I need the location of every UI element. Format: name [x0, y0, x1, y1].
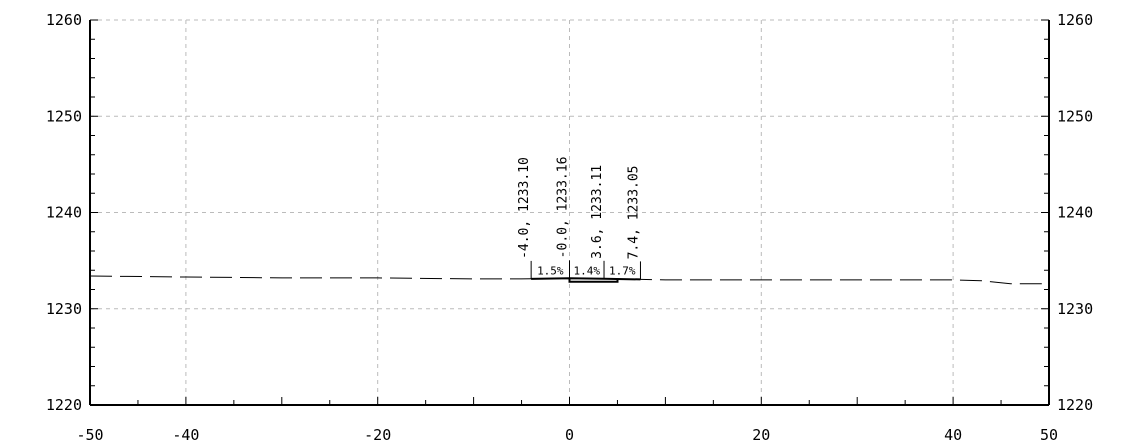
series-line-2: [568, 278, 619, 283]
point-label: 3.6, 1233.11: [590, 165, 605, 259]
y-tick-label-right: 1230: [1057, 300, 1093, 318]
series-group: [89, 275, 1049, 285]
x-tick-label: -50: [76, 426, 103, 444]
x-tick-label: 40: [944, 426, 962, 444]
slope-label: 1.4%: [574, 264, 601, 277]
y-tick-label-left: 1250: [46, 107, 82, 125]
y-tick-label-left: 1240: [46, 204, 82, 222]
x-tick-label: 0: [565, 426, 574, 444]
grid: [90, 19, 1049, 405]
labels-group: -4.0, 1233.10 -0.0, 1233.16 3.6, 1233.11 7.…: [517, 157, 641, 280]
point-label: 7.4, 1233.05: [626, 165, 641, 259]
slope-label: 1.7%: [609, 264, 636, 277]
point-label: -4.0, 1233.10: [517, 157, 532, 259]
x-tick-label: 20: [752, 426, 770, 444]
y-tick-label-left: 1260: [46, 11, 82, 29]
y-tick-label-right: 1220: [1057, 396, 1093, 414]
x-tick-label: 50: [1040, 426, 1058, 444]
series-line-1: [531, 277, 641, 281]
y-tick-label-left: 1230: [46, 300, 82, 318]
y-tick-label-right: 1250: [1057, 107, 1093, 125]
x-tick-label: -20: [364, 426, 391, 444]
point-label: -0.0, 1233.16: [556, 157, 571, 259]
slope-label: 1.5%: [537, 264, 564, 277]
axes: 1220 1220 1230 1230 1240 1240 1250 1250 1260 1260…: [46, 11, 1093, 444]
y-tick-label-right: 1240: [1057, 204, 1093, 222]
x-tick-label: -40: [172, 426, 199, 444]
y-tick-label-left: 1220: [46, 396, 82, 414]
y-tick-label-right: 1260: [1057, 11, 1093, 29]
